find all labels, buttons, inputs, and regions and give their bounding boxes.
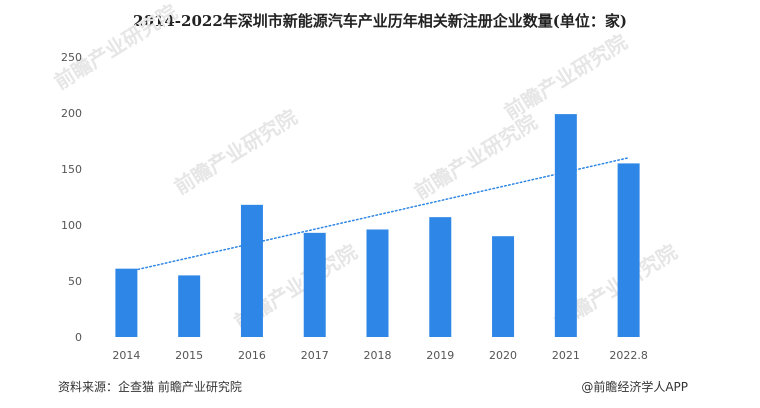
watermark-text: 前瞻产业研究院 [500,30,631,125]
y-tick-label: 0 [75,331,82,344]
source-note: 资料来源：企查猫 前瞻产业研究院 [58,380,242,394]
x-tick-label: 2020 [489,349,517,362]
chart-title: 2014-2022年深圳市新能源汽车产业历年相关新注册企业数量(单位：家) [133,12,627,30]
bar [366,229,389,337]
bar [554,114,577,338]
x-tick-label: 2022.8 [609,349,648,362]
bar [492,236,515,337]
bar [178,275,201,337]
x-tick-label: 2015 [175,349,203,362]
y-axis: 0 50 100 150 200 250 [61,51,82,344]
y-tick-label: 150 [61,163,82,176]
bars-layer [115,114,640,338]
x-tick-label: 2014 [112,349,140,362]
y-tick-label: 250 [61,51,82,64]
watermark-text: 前瞻产业研究院 [410,110,541,205]
bar [240,204,263,337]
trendline-layer [125,157,630,273]
y-tick-label: 200 [61,107,82,120]
watermark-text: 前瞻产业研究院 [50,0,181,94]
x-tick-label: 2019 [426,349,454,362]
x-tick-label: 2016 [238,349,266,362]
watermark-text: 前瞻产业研究院 [170,105,301,200]
trend-line [125,157,630,273]
y-tick-label: 100 [61,219,82,232]
x-tick-label: 2021 [552,349,580,362]
x-tick-label: 2017 [301,349,329,362]
x-axis: 2014 2015 2016 2017 2018 2019 2020 2021 2022.8 [112,349,647,362]
bar [303,232,326,337]
x-tick-label: 2018 [364,349,392,362]
y-tick-label: 50 [68,275,82,288]
bar [429,217,452,337]
credit-note: @前瞻经济学人APP [581,380,688,394]
bar [617,163,640,337]
bar [115,268,138,337]
